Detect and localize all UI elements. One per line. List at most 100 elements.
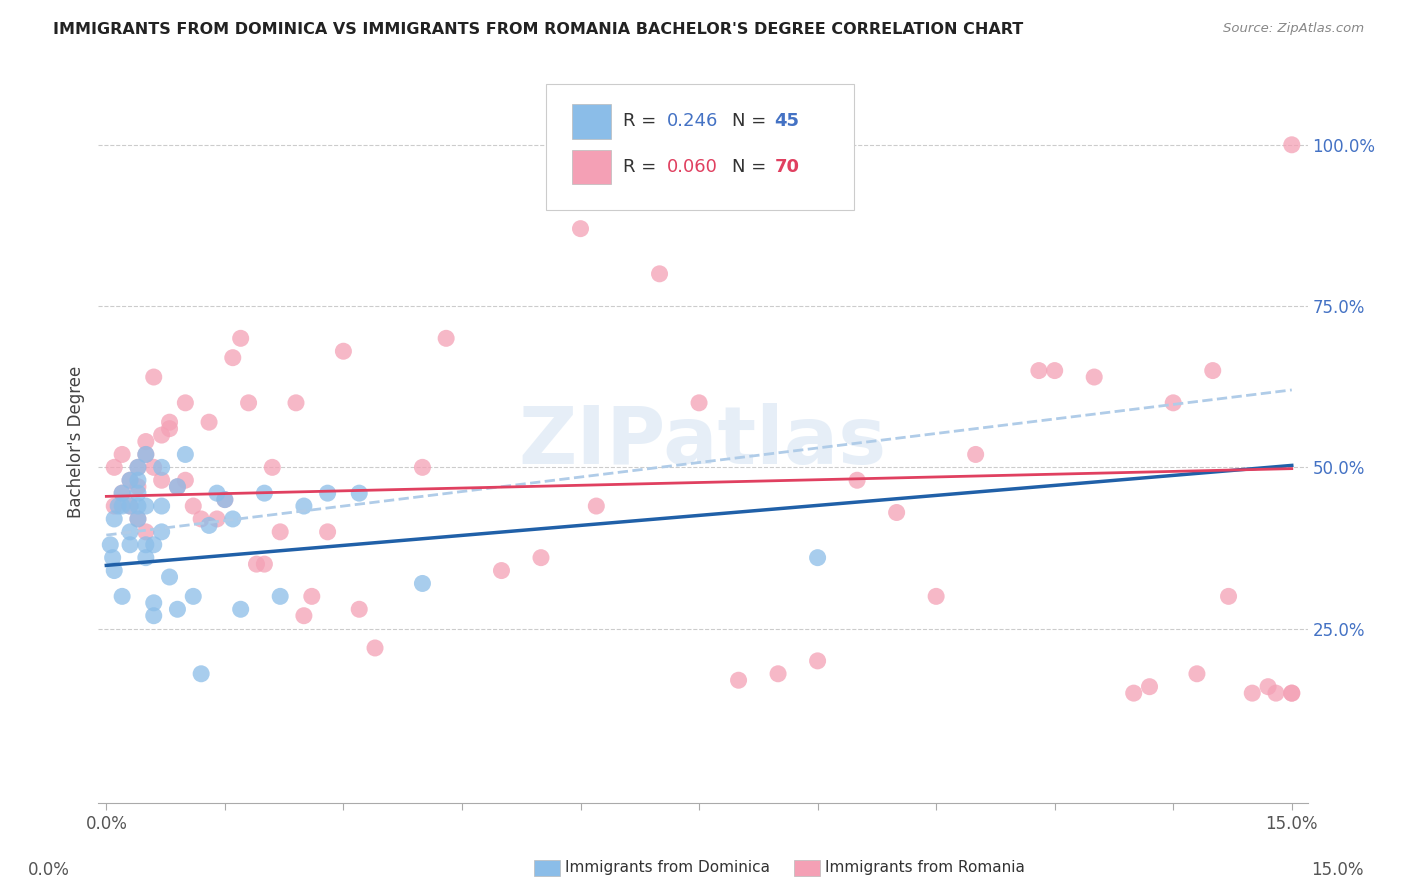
Point bbox=[1265, 686, 1288, 700]
Point bbox=[174, 473, 197, 487]
Point bbox=[214, 492, 236, 507]
Point bbox=[159, 415, 181, 429]
Point bbox=[174, 396, 197, 410]
Point bbox=[807, 654, 830, 668]
Point bbox=[292, 499, 315, 513]
Text: 45: 45 bbox=[775, 112, 800, 130]
Point bbox=[1257, 680, 1279, 694]
Text: ZIPatlas: ZIPatlas bbox=[519, 402, 887, 481]
Point bbox=[269, 524, 291, 539]
Point bbox=[585, 499, 607, 513]
Point bbox=[1281, 686, 1303, 700]
Point bbox=[190, 666, 212, 681]
Point bbox=[965, 447, 987, 461]
Point bbox=[135, 434, 157, 449]
Text: 70: 70 bbox=[775, 158, 800, 176]
Point bbox=[807, 550, 830, 565]
Point bbox=[103, 499, 125, 513]
Point bbox=[1122, 686, 1144, 700]
Point bbox=[181, 590, 204, 604]
FancyBboxPatch shape bbox=[572, 150, 612, 185]
Point bbox=[166, 602, 188, 616]
Point bbox=[103, 460, 125, 475]
Point bbox=[1281, 137, 1303, 152]
Point bbox=[1139, 680, 1161, 694]
Point bbox=[142, 608, 165, 623]
Point bbox=[118, 499, 141, 513]
Point bbox=[142, 538, 165, 552]
Point bbox=[127, 460, 149, 475]
Point bbox=[292, 608, 315, 623]
Point bbox=[127, 486, 149, 500]
Point bbox=[434, 331, 457, 345]
Point bbox=[103, 512, 125, 526]
Point bbox=[107, 499, 129, 513]
Point bbox=[347, 602, 370, 616]
Point bbox=[886, 506, 908, 520]
Text: R =: R = bbox=[623, 112, 662, 130]
Point bbox=[648, 267, 671, 281]
Point bbox=[229, 331, 252, 345]
Point bbox=[101, 550, 124, 565]
Point bbox=[253, 486, 276, 500]
Point bbox=[316, 486, 339, 500]
Point bbox=[150, 460, 173, 475]
FancyBboxPatch shape bbox=[546, 84, 855, 211]
Point bbox=[135, 499, 157, 513]
Text: N =: N = bbox=[733, 112, 772, 130]
Point bbox=[846, 473, 869, 487]
Point bbox=[159, 422, 181, 436]
Point bbox=[347, 486, 370, 500]
Point bbox=[127, 460, 149, 475]
Point bbox=[150, 428, 173, 442]
Text: 0.060: 0.060 bbox=[666, 158, 717, 176]
Point bbox=[118, 524, 141, 539]
Point bbox=[1281, 686, 1303, 700]
Point bbox=[135, 524, 157, 539]
Point bbox=[727, 673, 749, 688]
Point bbox=[198, 518, 221, 533]
Point bbox=[316, 524, 339, 539]
Point bbox=[205, 512, 228, 526]
Point bbox=[332, 344, 354, 359]
Point bbox=[530, 550, 553, 565]
Point bbox=[301, 590, 323, 604]
Text: Immigrants from Dominica: Immigrants from Dominica bbox=[565, 861, 770, 875]
Point bbox=[142, 370, 165, 384]
Point bbox=[1185, 666, 1208, 681]
Point bbox=[135, 538, 157, 552]
Point bbox=[127, 512, 149, 526]
Point bbox=[174, 447, 197, 461]
Point bbox=[103, 564, 125, 578]
Point bbox=[135, 447, 157, 461]
Text: Immigrants from Romania: Immigrants from Romania bbox=[825, 861, 1025, 875]
Point bbox=[159, 570, 181, 584]
Point bbox=[135, 447, 157, 461]
Point bbox=[1083, 370, 1105, 384]
Point bbox=[205, 486, 228, 500]
Point bbox=[766, 666, 789, 681]
Point bbox=[222, 351, 245, 365]
Point bbox=[118, 473, 141, 487]
Point bbox=[229, 602, 252, 616]
Point bbox=[181, 499, 204, 513]
Point bbox=[111, 590, 134, 604]
Text: N =: N = bbox=[733, 158, 772, 176]
Point bbox=[569, 221, 592, 235]
Point bbox=[364, 640, 387, 655]
Point bbox=[1241, 686, 1264, 700]
Y-axis label: Bachelor's Degree: Bachelor's Degree bbox=[66, 366, 84, 517]
Point bbox=[127, 480, 149, 494]
Point bbox=[98, 538, 121, 552]
Point bbox=[411, 460, 433, 475]
Point bbox=[411, 576, 433, 591]
FancyBboxPatch shape bbox=[572, 104, 612, 139]
Point bbox=[925, 590, 948, 604]
Point bbox=[150, 524, 173, 539]
Point bbox=[111, 486, 134, 500]
Point bbox=[214, 492, 236, 507]
Point bbox=[142, 460, 165, 475]
Point bbox=[111, 499, 134, 513]
Point bbox=[127, 473, 149, 487]
Text: Source: ZipAtlas.com: Source: ZipAtlas.com bbox=[1223, 22, 1364, 36]
